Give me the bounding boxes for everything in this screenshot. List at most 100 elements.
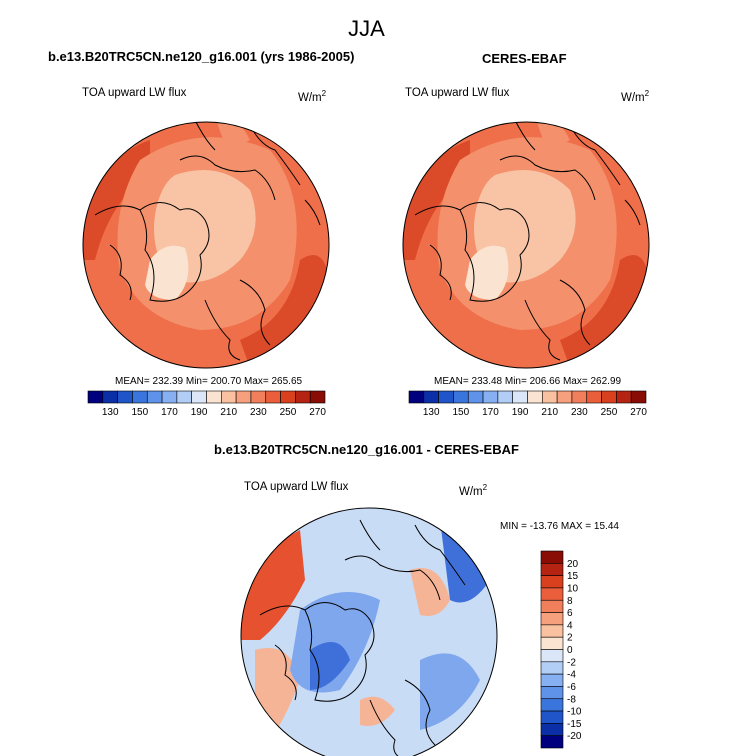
right-colorbar-tick-label: 270: [630, 407, 647, 418]
left-colorbar-tick-label: 250: [280, 407, 297, 418]
diff-colorbar-tick-label: 15: [567, 571, 579, 582]
left-colorbar-swatch: [117, 390, 133, 404]
right-colorbar-tick-label: 170: [482, 407, 499, 418]
right-colorbar-swatch: [453, 390, 469, 404]
diff-colorbar-swatch: [540, 612, 564, 626]
right-panel-title: CERES-EBAF: [482, 51, 567, 66]
diff-colorbar-tick-label: 4: [567, 620, 573, 631]
right-colorbar-swatch: [423, 390, 439, 404]
left-colorbar-swatch: [191, 390, 207, 404]
left-colorbar-swatch: [280, 390, 296, 404]
diff-colorbar-tick-label: 20: [567, 559, 579, 570]
diff-colorbar-tick-label: -20: [567, 731, 582, 742]
left-colorbar-tick-label: 270: [309, 407, 326, 418]
diff-colorbar-swatch: [540, 673, 564, 687]
diff-colorbar-swatch: [540, 575, 564, 589]
left-panel-title: b.e13.B20TRC5CN.ne120_g16.001 (yrs 1986-…: [48, 49, 355, 64]
diff-colorbar-tick-label: -15: [567, 719, 582, 730]
left-units-label: W/m2: [298, 89, 326, 104]
diff-colorbar-tick-label: -4: [567, 670, 576, 681]
right-map-border: [402, 121, 650, 369]
right-colorbar-tick-label: 210: [541, 407, 558, 418]
diff-colorbar-tick-label: -6: [567, 682, 576, 693]
right-colorbar-swatch: [556, 390, 573, 404]
diff-colorbar-tick-label: 2: [567, 633, 573, 644]
right-colorbar-swatch: [408, 390, 425, 404]
left-colorbar-swatch: [309, 390, 326, 404]
diff-stats: MIN = -13.76 MAX = 15.44: [500, 521, 619, 532]
diff-units-label: W/m2: [459, 483, 487, 498]
left-colorbar-swatch: [265, 390, 281, 404]
left-polar-map: [83, 122, 329, 368]
diff-colorbar-tick-label: 0: [567, 645, 573, 656]
right-colorbar-swatch: [586, 390, 602, 404]
left-units-exp: 2: [321, 89, 327, 98]
left-colorbar-tick-label: 150: [132, 407, 149, 418]
left-colorbar-tick-label: 190: [191, 407, 208, 418]
right-colorbar-swatch: [601, 390, 617, 404]
right-colorbar-swatch: [512, 390, 528, 404]
left-colorbar-tick-label: 170: [161, 407, 178, 418]
diff-units-base: W/m: [459, 485, 483, 498]
right-colorbar-swatch: [527, 390, 543, 404]
diff-colorbar-swatch: [540, 550, 564, 564]
diff-panel-title: b.e13.B20TRC5CN.ne120_g16.001 - CERES-EB…: [214, 442, 519, 457]
left-colorbar-swatch: [250, 390, 267, 404]
diff-units-exp: 2: [482, 483, 488, 492]
right-colorbar-swatch: [497, 390, 513, 404]
diff-colorbar-tick-label: -10: [567, 707, 582, 718]
left-coastlines: [94, 122, 321, 361]
left-map-border: [82, 121, 330, 369]
right-units-label: W/m2: [621, 89, 649, 104]
diff-colorbar-swatch: [540, 661, 564, 675]
left-colorbar-tick-label: 230: [250, 407, 267, 418]
right-colorbar-tick-label: 250: [601, 407, 618, 418]
right-coastlines: [414, 122, 641, 361]
right-colorbar: 130 150 170 190 210 230 250 270: [408, 390, 647, 418]
right-polar-map: [403, 122, 649, 368]
right-units-base: W/m: [621, 91, 645, 104]
right-colorbar-swatch: [571, 390, 588, 404]
right-colorbar-swatch: [616, 390, 632, 404]
diff-colorbar-swatch: [540, 587, 564, 601]
left-colorbar-swatch: [235, 390, 252, 404]
left-variable-label: TOA upward LW flux: [82, 87, 187, 99]
left-colorbar-tick-label: 210: [220, 407, 237, 418]
right-colorbar-tick-label: 130: [423, 407, 440, 418]
diff-colorbar-tick-label: -2: [567, 657, 576, 668]
diff-colorbar-swatch: [540, 624, 564, 638]
diff-polar-map: [241, 508, 497, 756]
left-colorbar: 130 150 170 190 210 230 250 270: [87, 390, 326, 418]
left-colorbar-tick-label: 130: [102, 407, 119, 418]
diff-colorbar-swatch: [540, 735, 564, 749]
right-colorbar-swatch: [467, 390, 484, 404]
left-colorbar-swatch: [161, 390, 178, 404]
diff-colorbar-swatch: [540, 723, 564, 736]
right-colorbar-swatch: [438, 390, 454, 404]
diff-colorbar-swatch: [540, 710, 564, 724]
right-stats: MEAN= 233.48 Min= 206.66 Max= 262.99: [434, 376, 622, 387]
diff-colorbar-swatch: [540, 599, 564, 613]
diff-colorbar-swatch: [540, 636, 564, 650]
diff-map-border: [240, 507, 498, 756]
left-colorbar-swatch: [146, 390, 163, 404]
right-colorbar-tick-label: 150: [453, 407, 470, 418]
diff-colorbar-tick-label: 8: [567, 596, 573, 607]
diff-colorbar-swatch: [540, 686, 564, 700]
diff-colorbar-swatch: [540, 563, 564, 576]
diff-colorbar-swatch: [540, 649, 564, 663]
diff-colorbar-tick-label: 6: [567, 608, 573, 619]
right-colorbar-tick-label: 190: [512, 407, 529, 418]
left-colorbar-swatch: [87, 390, 104, 404]
diff-colorbar-swatch: [540, 698, 564, 712]
left-stats: MEAN= 232.39 Min= 200.70 Max= 265.65: [115, 376, 303, 387]
left-units-base: W/m: [298, 91, 322, 104]
left-colorbar-swatch: [206, 390, 222, 404]
right-colorbar-swatch: [482, 390, 499, 404]
diff-variable-label: TOA upward LW flux: [244, 481, 349, 493]
left-colorbar-swatch: [176, 390, 192, 404]
right-variable-label: TOA upward LW flux: [405, 87, 510, 99]
page-title: JJA: [348, 16, 385, 41]
right-units-exp: 2: [644, 89, 650, 98]
